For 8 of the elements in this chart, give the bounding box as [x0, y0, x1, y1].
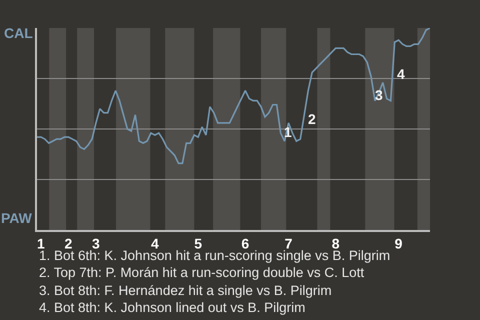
annotation: 2: [308, 111, 316, 127]
text: 3. Bot 8th: F. Hernández hit a single vs B. Pilgrim: [39, 283, 332, 298]
text: CAL: [4, 25, 34, 41]
annotation: 4: [397, 66, 405, 82]
x-tick-label: 9: [394, 236, 403, 252]
text: 2. Top 7th: P. Morán hit a run-scoring double vs C. Lott: [39, 265, 364, 280]
text: PAW: [1, 210, 33, 226]
text: 4. Bot 8th: K. Johnson lined out vs B. Pilgrim: [39, 300, 306, 315]
